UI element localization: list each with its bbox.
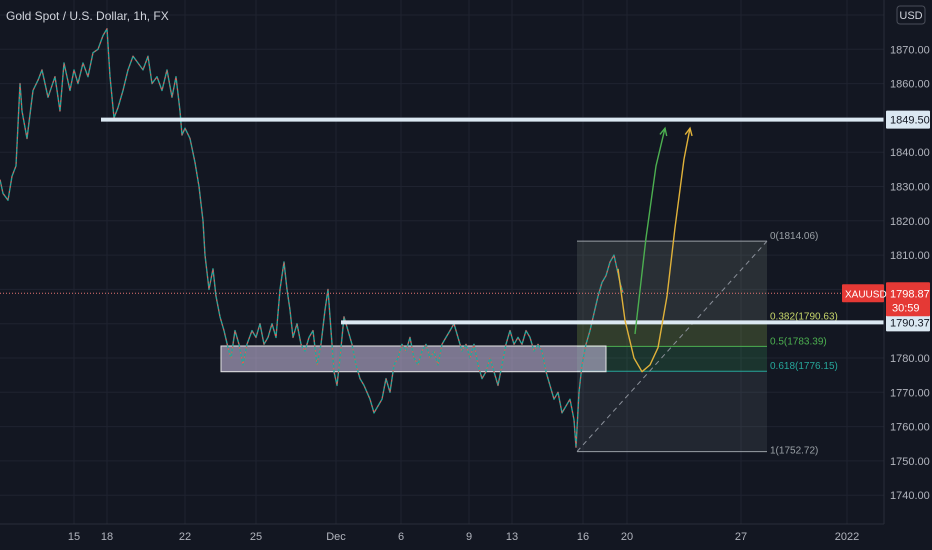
y-tick-label: 1830.00 xyxy=(890,182,930,194)
currency-label: USD xyxy=(899,10,922,22)
fib-zone-618-1 xyxy=(577,371,767,452)
symbol-tag: XAUUSD xyxy=(845,289,887,300)
price-series xyxy=(0,28,624,448)
x-tick-label: 27 xyxy=(735,531,747,543)
yellow-path-arrowhead xyxy=(684,126,693,137)
x-tick-label: Dec xyxy=(326,531,346,543)
y-tick-label: 1860.00 xyxy=(890,79,930,91)
x-tick-label: 15 xyxy=(68,531,80,543)
time-axis[interactable]: 15 18 22 25 Dec 6 9 13 16 20 27 2022 xyxy=(68,531,859,543)
fib-zone-50-618 xyxy=(577,346,767,372)
symbol-tag-bg xyxy=(842,284,884,303)
fib-level-label: 1(1752.72) xyxy=(770,446,818,457)
x-tick-label: 13 xyxy=(506,531,518,543)
y-tick-label: 1820.00 xyxy=(890,216,930,228)
horizontal-levels[interactable] xyxy=(101,117,884,325)
y-tick-label: 1770.00 xyxy=(890,387,930,399)
y-tick-label: 1780.00 xyxy=(890,353,930,365)
x-tick-label: 22 xyxy=(179,531,191,543)
price-series-bearish xyxy=(0,28,624,448)
last-price-bg xyxy=(886,282,930,317)
x-tick-label: 18 xyxy=(101,531,113,543)
price-axis-panel xyxy=(884,0,932,550)
currency-badge[interactable] xyxy=(896,5,926,25)
time-axis-panel xyxy=(0,524,932,550)
projection-paths[interactable] xyxy=(617,126,693,373)
y-tick-label: 1840.00 xyxy=(890,147,930,159)
countdown-label: 30:59 xyxy=(892,302,920,314)
level-1849-label: 1849.50 xyxy=(890,115,930,127)
y-tick-label: 1870.00 xyxy=(890,44,930,56)
last-price-label: 1798.87 xyxy=(890,288,930,300)
price-labels: 1849.50 1790.37 1798.87 30:59 XAUUSD xyxy=(842,110,930,332)
y-tick-label: 1750.00 xyxy=(890,456,930,468)
x-tick-label: 16 xyxy=(577,531,589,543)
fib-level-label: 0.382(1790.63) xyxy=(770,312,838,323)
level-1790-label: 1790.37 xyxy=(890,317,930,329)
level-1849-label-bg xyxy=(886,110,930,129)
x-tick-label: 2022 xyxy=(835,531,859,543)
fib-level-label: 0.5(1783.39) xyxy=(770,336,827,347)
y-tick-label: 1760.00 xyxy=(890,422,930,434)
x-tick-label: 6 xyxy=(398,531,404,543)
fib-level-label: 0(1814.06) xyxy=(770,231,818,242)
y-tick-label: 1810.00 xyxy=(890,250,930,262)
chart-title: Gold Spot / U.S. Dollar, 1h, FX xyxy=(6,9,169,23)
yellow-path[interactable] xyxy=(617,128,691,373)
level-1790-label-bg xyxy=(886,313,930,332)
green-path-arrowhead xyxy=(659,126,668,137)
green-path[interactable] xyxy=(634,128,666,335)
fib-zone-382-50 xyxy=(577,321,767,347)
fib-retracement[interactable]: 0(1814.06) 0.382(1790.63) 0.5(1783.39) 0.61… xyxy=(576,231,838,457)
x-tick-label: 9 xyxy=(466,531,472,543)
x-tick-label: 25 xyxy=(250,531,262,543)
demand-zone[interactable] xyxy=(220,345,607,373)
fib-level-label: 0.618(1776.15) xyxy=(770,361,838,372)
fib-trend-line xyxy=(576,240,768,452)
x-tick-label: 20 xyxy=(621,531,633,543)
y-tick-label: 1740.00 xyxy=(890,490,930,502)
